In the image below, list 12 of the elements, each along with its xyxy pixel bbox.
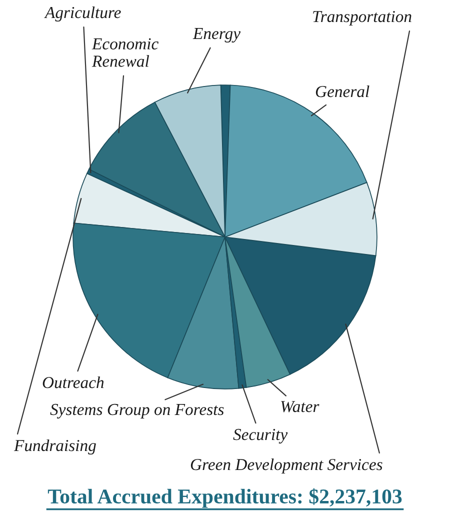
slice-label: General [316, 85, 370, 98]
slice-label: Green Development Services [190, 458, 382, 474]
slice-label: Agriculture [44, 6, 121, 22]
slice-label: Systems Group on Forests [50, 404, 224, 419]
slice-label: Security [233, 428, 288, 444]
slice-label: Water [281, 401, 320, 412]
slice-label: Energy [192, 28, 241, 43]
slice-label: Economic Renewal [92, 38, 158, 67]
slice-label: Outreach [42, 376, 104, 388]
slice-label: Transportation [313, 10, 412, 26]
slice-label: Fundraising [14, 439, 96, 455]
text: Total Accrued Expenditures: $2,237,103 [48, 488, 402, 508]
